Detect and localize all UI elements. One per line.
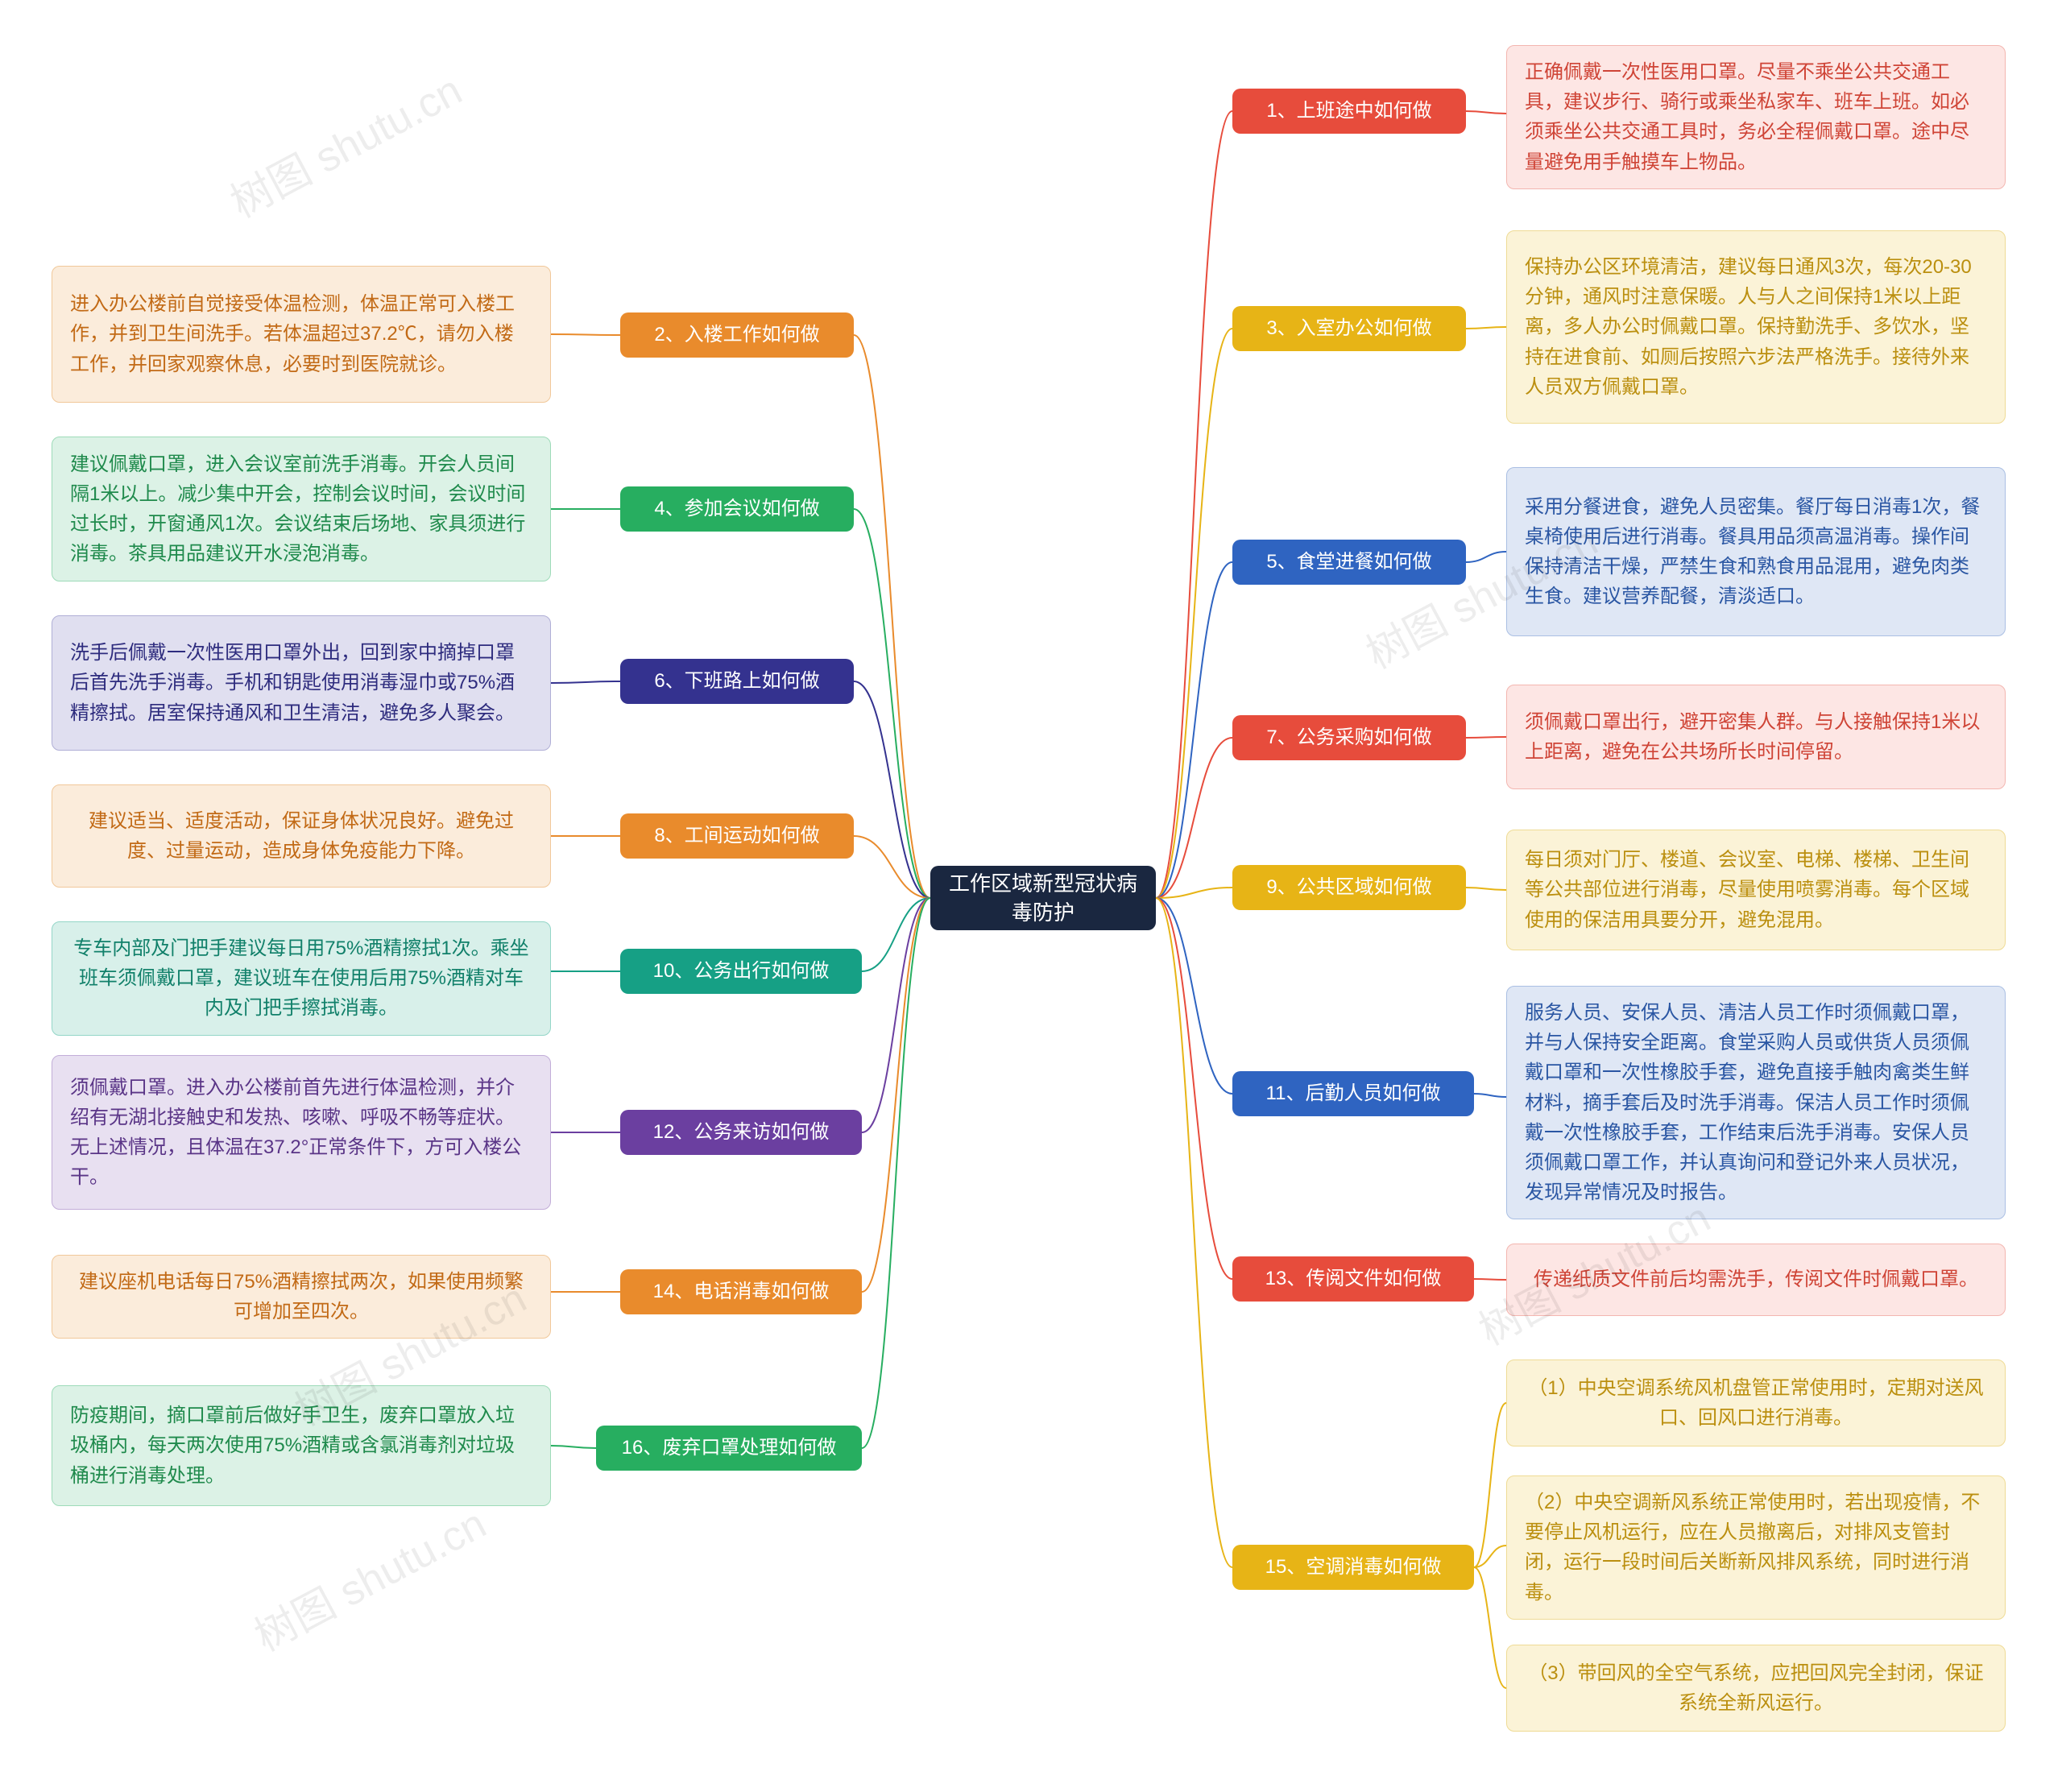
branch-leaf-16: 防疫期间，摘口罩前后做好手卫生，废弃口罩放入垃圾桶内，每天两次使用75%酒精或含… — [52, 1385, 551, 1506]
branch-leaf-14: 建议座机电话每日75%酒精擦拭两次，如果使用频繁可增加至四次。 — [52, 1255, 551, 1339]
branch-node-13: 13、传阅文件如何做 — [1232, 1256, 1474, 1302]
branch-leaf-15-1: （1）中央空调系统风机盘管正常使用时，定期对送风口、回风口进行消毒。 — [1506, 1360, 2006, 1446]
branch-node-15: 15、空调消毒如何做 — [1232, 1545, 1474, 1590]
branch-leaf-4: 建议佩戴口罩，进入会议室前洗手消毒。开会人员间隔1米以上。减少集中开会，控制会议… — [52, 437, 551, 581]
branch-leaf-9: 每日须对门厅、楼道、会议室、电梯、楼梯、卫生间等公共部位进行消毒，尽量使用喷雾消… — [1506, 830, 2006, 950]
branch-node-1: 1、上班途中如何做 — [1232, 89, 1466, 134]
branch-leaf-5: 采用分餐进食，避免人员密集。餐厅每日消毒1次，餐桌椅使用后进行消毒。餐具用品须高… — [1506, 467, 2006, 636]
branch-leaf-15-2: （2）中央空调新风系统正常使用时，若出现疫情，不要停止风机运行，应在人员撤离后，… — [1506, 1475, 2006, 1620]
branch-node-14: 14、电话消毒如何做 — [620, 1269, 862, 1314]
branch-leaf-15-3: （3）带回风的全空气系统，应把回风完全封闭，保证系统全新风运行。 — [1506, 1645, 2006, 1732]
branch-node-10: 10、公务出行如何做 — [620, 949, 862, 994]
branch-node-7: 7、公务采购如何做 — [1232, 715, 1466, 760]
branch-leaf-10: 专车内部及门把手建议每日用75%酒精擦拭1次。乘坐班车须佩戴口罩，建议班车在使用… — [52, 921, 551, 1036]
branch-leaf-8: 建议适当、适度活动，保证身体状况良好。避免过度、过量运动，造成身体免疫能力下降。 — [52, 784, 551, 888]
branch-node-11: 11、后勤人员如何做 — [1232, 1071, 1474, 1116]
branch-node-6: 6、下班路上如何做 — [620, 659, 854, 704]
branch-leaf-12: 须佩戴口罩。进入办公楼前首先进行体温检测，并介绍有无湖北接触史和发热、咳嗽、呼吸… — [52, 1055, 551, 1210]
branch-leaf-6: 洗手后佩戴一次性医用口罩外出，回到家中摘掉口罩后首先洗手消毒。手机和钥匙使用消毒… — [52, 615, 551, 751]
branch-node-4: 4、参加会议如何做 — [620, 486, 854, 532]
branch-node-8: 8、工间运动如何做 — [620, 813, 854, 859]
branch-node-9: 9、公共区域如何做 — [1232, 865, 1466, 910]
branch-leaf-7: 须佩戴口罩出行，避开密集人群。与人接触保持1米以上距离，避免在公共场所长时间停留… — [1506, 685, 2006, 789]
branch-node-12: 12、公务来访如何做 — [620, 1110, 862, 1155]
branch-leaf-13: 传递纸质文件前后均需洗手，传阅文件时佩戴口罩。 — [1506, 1244, 2006, 1316]
branch-node-16: 16、废弃口罩处理如何做 — [596, 1426, 862, 1471]
branch-leaf-2: 进入办公楼前自觉接受体温检测，体温正常可入楼工作，并到卫生间洗手。若体温超过37… — [52, 266, 551, 403]
branch-leaf-1: 正确佩戴一次性医用口罩。尽量不乘坐公共交通工具，建议步行、骑行或乘坐私家车、班车… — [1506, 45, 2006, 189]
branch-node-5: 5、食堂进餐如何做 — [1232, 540, 1466, 585]
branch-node-2: 2、入楼工作如何做 — [620, 312, 854, 358]
branch-leaf-11: 服务人员、安保人员、清洁人员工作时须佩戴口罩，并与人保持安全距离。食堂采购人员或… — [1506, 986, 2006, 1219]
center-node: 工作区域新型冠状病毒防护 — [930, 866, 1156, 930]
branch-leaf-3: 保持办公区环境清洁，建议每日通风3次，每次20-30分钟，通风时注意保暖。人与人… — [1506, 230, 2006, 424]
branch-node-3: 3、入室办公如何做 — [1232, 306, 1466, 351]
